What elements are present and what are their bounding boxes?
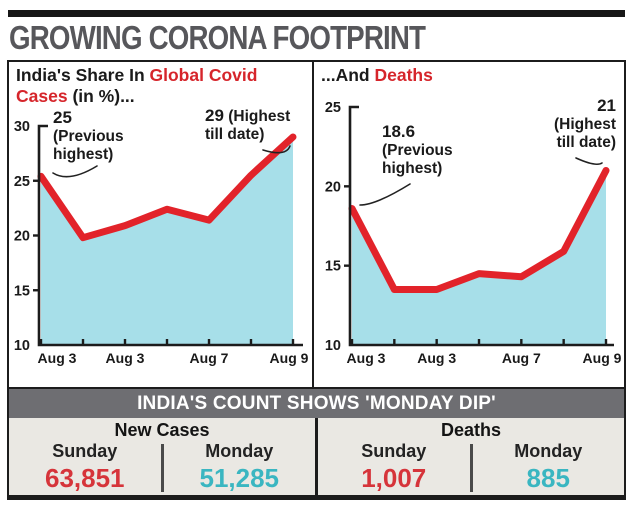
content-box: India's Share In Global Covid Cases (in … <box>7 60 626 500</box>
deaths-monday-value: 885 <box>526 462 570 493</box>
chart-title-post: (in %)... <box>72 86 135 107</box>
svg-text:Aug 7: Aug 7 <box>190 350 229 366</box>
panel-divider <box>312 62 314 387</box>
chart-panel-cases: India's Share In Global Covid Cases (in … <box>9 62 312 387</box>
stat-cell-new-cases-monday: Monday 51,285 <box>164 440 316 498</box>
stat-group-new-cases: New Cases Sunday 63,851 Monday 51,285 <box>9 418 315 495</box>
cell-divider <box>469 443 473 492</box>
chart-title-pre: ...And <box>321 65 375 85</box>
annotation-previous-highest-deaths: 18.6 (Previous highest) <box>382 122 453 177</box>
svg-text:Aug 9: Aug 9 <box>583 350 622 366</box>
chart-panel-deaths: ...And Deaths 10 15 20 25 Aug 3 Aug 3 Aug 7 Aug… <box>314 62 624 387</box>
annotation-highest-till-date-deaths: 21 (Highest till date) <box>554 96 616 151</box>
svg-text:Aug 3: Aug 3 <box>417 350 456 366</box>
stats-section: New Cases Sunday 63,851 Monday 51,285 De… <box>9 418 624 495</box>
new-cases-sunday-value: 63,851 <box>44 462 125 493</box>
svg-text:Aug 3: Aug 3 <box>347 350 386 366</box>
svg-text:Aug 7: Aug 7 <box>502 350 541 366</box>
stat-cell-new-cases-sunday: Sunday 63,851 <box>9 440 161 498</box>
svg-text:Aug 9: Aug 9 <box>270 350 309 366</box>
svg-text:15: 15 <box>325 259 341 275</box>
chart-title-cases: India's Share In Global Covid Cases (in … <box>16 65 292 108</box>
bottom-section-header: INDIA'S COUNT SHOWS 'MONDAY DIP' <box>9 389 624 418</box>
day-label: Sunday <box>52 440 118 461</box>
svg-text:20: 20 <box>325 179 341 195</box>
cell-divider <box>160 443 164 492</box>
stat-group-title: New Cases <box>114 420 210 440</box>
day-label: Monday <box>205 440 274 461</box>
deaths-area-chart: 10 15 20 25 Aug 3 Aug 3 Aug 7 Aug 9 <box>325 100 622 366</box>
svg-text:10: 10 <box>14 338 30 354</box>
charts-section: India's Share In Global Covid Cases (in … <box>9 62 624 389</box>
annotation-highest-till-date-cases: 29 (Highest till date) <box>205 106 291 143</box>
svg-text:15: 15 <box>14 283 30 299</box>
cases-area-chart: 10 15 20 25 30 Aug 3 Aug 3 Aug 7 Aug 9 <box>14 119 309 366</box>
deaths-sunday-value: 1,007 <box>361 462 427 493</box>
day-label: Sunday <box>361 440 427 461</box>
annotation-previous-highest-cases: 25 (Previous highest) <box>53 108 124 163</box>
stat-group-title: Deaths <box>440 420 502 440</box>
chart-title-deaths: ...And Deaths <box>321 65 597 86</box>
chart-title-pre: India's Share In <box>16 65 150 85</box>
chart-title-highlight: Global Covid Cases <box>16 65 258 107</box>
stat-cell-deaths-sunday: Sunday 1,007 <box>318 440 470 498</box>
page-title: GROWING CORONA FOOTPRINT <box>9 19 426 56</box>
svg-text:20: 20 <box>14 229 30 245</box>
new-cases-monday-value: 51,285 <box>199 462 280 493</box>
svg-text:10: 10 <box>325 338 341 354</box>
stat-group-deaths: Deaths Sunday 1,007 Monday 885 <box>318 418 624 495</box>
svg-text:25: 25 <box>14 174 30 190</box>
top-bar <box>8 10 625 17</box>
chart-title-highlight: Deaths <box>374 65 433 85</box>
svg-text:30: 30 <box>14 119 30 135</box>
day-label: Monday <box>514 440 583 461</box>
stat-cell-deaths-monday: Monday 885 <box>473 440 625 498</box>
svg-text:Aug 3: Aug 3 <box>38 350 77 366</box>
svg-text:25: 25 <box>325 100 341 116</box>
svg-text:Aug 3: Aug 3 <box>106 350 145 366</box>
stats-group-divider <box>315 418 318 495</box>
